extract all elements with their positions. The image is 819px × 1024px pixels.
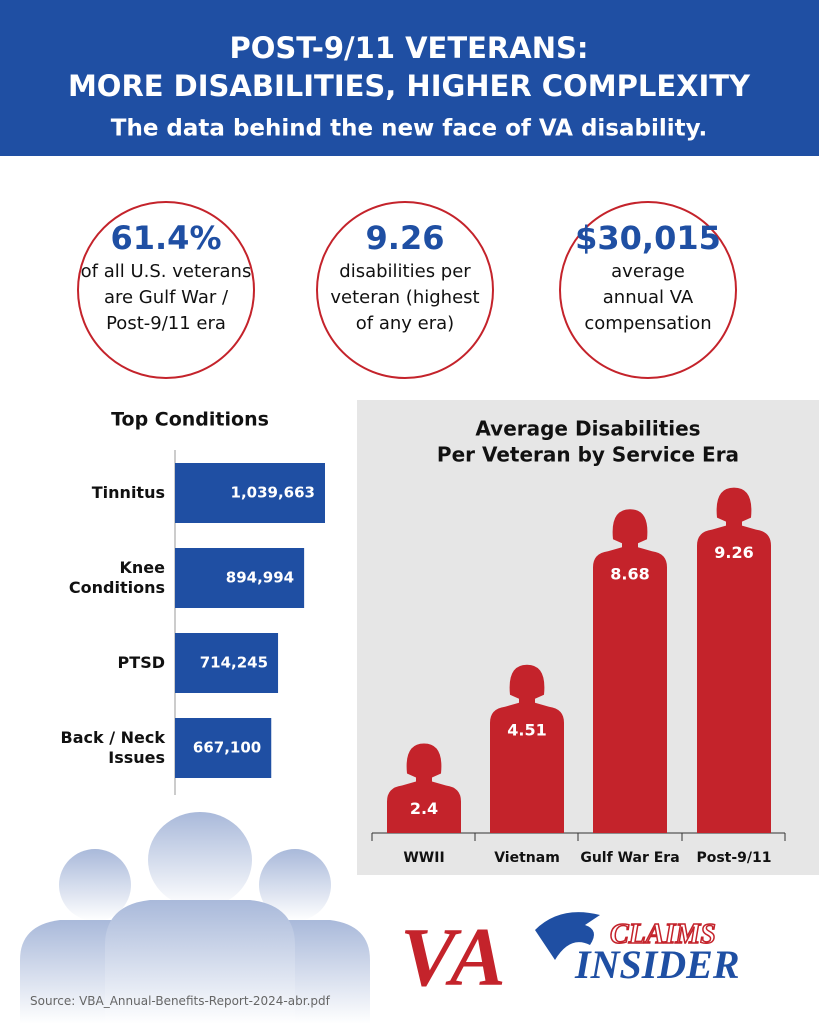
value-label: 9.26 [714, 543, 753, 562]
soldier-bar [490, 664, 564, 833]
stat-text: disabilities per [339, 261, 471, 282]
silhouettes [20, 812, 370, 1024]
title: MORE DISABILITIES, HIGHER COMPLEXITY [68, 69, 751, 103]
stat-value: 9.26 [366, 219, 445, 257]
value-label: 714,245 [200, 654, 268, 672]
soldier-bar [387, 743, 461, 833]
stat-circle [316, 201, 494, 379]
logo-eagle [535, 912, 600, 960]
stat-text: veteran (highest [330, 287, 479, 308]
y-tick-label: Tinnitus [91, 483, 165, 502]
logo-va: VA [400, 911, 506, 1004]
bar [175, 718, 272, 778]
stat-text: of any era) [356, 313, 454, 334]
bar [175, 548, 305, 608]
bar [175, 463, 325, 523]
source: Source: VBA_Annual-Benefits-Report-2024-… [30, 994, 331, 1008]
y-tick-label: Back / Neck Issues [60, 728, 165, 767]
stat-circle [559, 201, 737, 379]
logo: VA CLAIMS INSIDER [400, 911, 740, 1004]
header-band [0, 0, 819, 156]
stat-circle [77, 201, 255, 379]
stat-text: compensation [584, 313, 711, 334]
stat-text: annual VA [603, 287, 694, 308]
value-label: 4.51 [507, 720, 546, 739]
value-label: 8.68 [610, 565, 649, 584]
value-label: 1,039,663 [231, 484, 315, 502]
stat-text: Post-9/11 era [106, 313, 226, 334]
logo-insider: INSIDER [574, 942, 740, 987]
x-tick-label: Gulf War Era [580, 850, 679, 866]
stat-text: are Gulf War / [104, 287, 229, 308]
soldier-bar [593, 509, 667, 833]
chart-title: Per Veteran by Service Era [437, 443, 739, 467]
value-label: 667,100 [193, 739, 261, 757]
logo-claims: CLAIMS [610, 919, 716, 950]
soldier-bar [697, 487, 771, 833]
y-tick-label: PTSD [117, 653, 165, 672]
value-label: 894,994 [226, 569, 294, 587]
x-tick-label: WWII [403, 850, 444, 866]
chart-title: Top Conditions [111, 409, 269, 431]
subtitle: The data behind the new face of VA disab… [111, 116, 707, 142]
chart-title: Average Disabilities [475, 417, 700, 441]
value-label: 2.4 [410, 799, 438, 818]
title: POST-9/11 VETERANS: [230, 31, 589, 65]
y-tick-label: Knee Conditions [68, 558, 165, 597]
x-tick-label: Post-9/11 [696, 850, 771, 866]
stat-text: average [611, 261, 685, 282]
x-tick-label: Vietnam [494, 850, 560, 866]
stat-value: 61.4% [110, 219, 221, 257]
bar [175, 633, 279, 693]
stat-value: $30,015 [575, 219, 721, 257]
stat-text: of all U.S. veterans [81, 261, 252, 282]
